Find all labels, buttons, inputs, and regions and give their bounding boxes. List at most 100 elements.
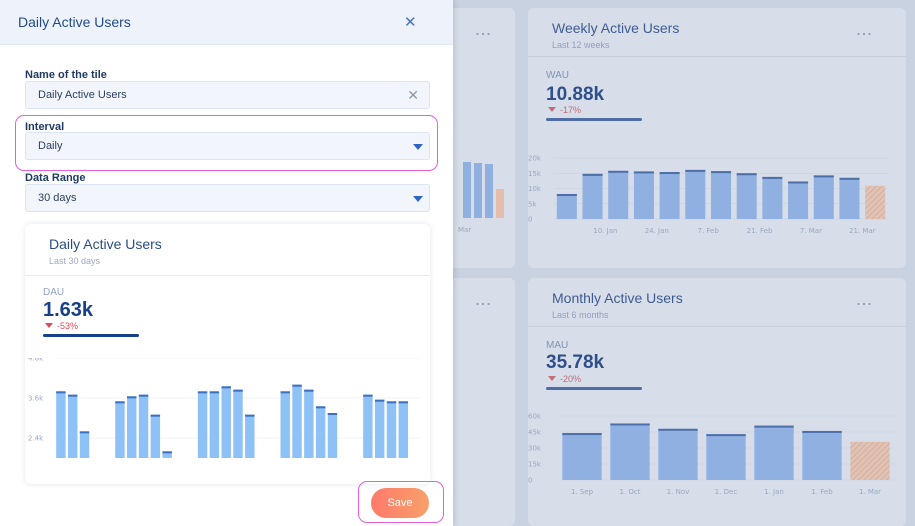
trend-down-icon (45, 323, 53, 328)
tile-name-input[interactable]: Daily Active Users ✕ (25, 81, 430, 109)
bar[interactable] (556, 193, 577, 219)
close-icon[interactable]: ✕ (404, 14, 417, 31)
bar-cap (79, 431, 90, 434)
bar-cap (150, 414, 161, 417)
x-tick-label: 1. Feb (811, 488, 833, 496)
x-tick-label: 7. Mar (800, 227, 822, 235)
interval-highlight (15, 115, 438, 171)
bar[interactable] (304, 389, 314, 458)
bar[interactable] (659, 172, 680, 219)
bar[interactable] (233, 389, 243, 458)
more-menu-icon[interactable]: ⋮ (474, 26, 491, 42)
x-tick-label: 1. Dec (715, 488, 738, 496)
bar-cap (162, 451, 172, 454)
bar[interactable] (762, 176, 783, 219)
more-menu-icon[interactable]: ⋮ (474, 296, 491, 312)
y-tick-label: 0 (528, 216, 532, 224)
bar[interactable] (658, 428, 698, 480)
bar-cap (138, 394, 149, 397)
bar[interactable] (79, 431, 90, 458)
bar[interactable] (736, 173, 757, 219)
more-menu-icon[interactable]: ⋮ (855, 296, 872, 312)
panel-header: Daily Active Users ✕ (0, 0, 453, 45)
bar[interactable] (209, 391, 220, 458)
monthly-active-users-card: Monthly Active Users Last 6 months ⋮ MAU… (528, 278, 906, 526)
panel-title: Daily Active Users (18, 14, 131, 30)
interval-label: Interval (25, 121, 65, 133)
clear-input-icon[interactable]: ✕ (407, 87, 419, 103)
bar[interactable] (197, 391, 208, 458)
card-subtitle: Last 12 weeks (552, 40, 610, 50)
divider (528, 326, 906, 327)
bar[interactable] (292, 384, 302, 458)
bar[interactable] (813, 175, 834, 219)
bar-cap (706, 434, 746, 437)
bar[interactable] (280, 391, 290, 458)
bar-cap (562, 433, 602, 436)
bar-cap (56, 391, 66, 394)
bar[interactable] (363, 394, 373, 458)
bar[interactable] (115, 401, 125, 458)
bar[interactable] (685, 169, 706, 219)
kpi-underline (546, 387, 642, 390)
bar-cap (292, 384, 302, 387)
bar-cap (280, 391, 290, 394)
bar[interactable] (608, 170, 629, 219)
bar-cap (127, 396, 137, 399)
bar-cap (839, 177, 860, 180)
interval-select[interactable]: Daily (25, 132, 430, 160)
hidden-card-chart: Mar (458, 162, 504, 234)
bar[interactable] (386, 401, 397, 458)
bar-cap (197, 391, 208, 394)
bar-cap (802, 430, 842, 433)
bar-cap (736, 173, 757, 176)
bar-cap (233, 389, 243, 392)
x-tick-label: 7. Feb (697, 227, 719, 235)
bar[interactable] (150, 414, 161, 458)
bar[interactable] (582, 173, 603, 219)
bar[interactable] (162, 451, 172, 458)
more-menu-icon[interactable]: ⋮ (855, 26, 872, 42)
bar-cap (633, 171, 654, 174)
bar[interactable] (67, 394, 78, 458)
card-subtitle: Last 6 months (552, 310, 609, 320)
y-tick-label: 15k (528, 461, 542, 469)
bar-cap (374, 399, 385, 402)
bar-cap (762, 176, 783, 179)
bar[interactable] (56, 391, 66, 458)
x-tick-label: 24. Jan (645, 227, 669, 235)
bar[interactable] (398, 401, 409, 458)
bar[interactable] (374, 399, 385, 458)
bar[interactable] (802, 430, 842, 480)
save-button[interactable]: Save (371, 488, 429, 518)
bar[interactable] (315, 406, 326, 458)
bar[interactable] (788, 181, 809, 219)
trend-down-icon (548, 107, 556, 112)
preview-title: Daily Active Users (49, 236, 162, 252)
bar[interactable] (710, 171, 732, 219)
kpi-label: MAU (546, 340, 569, 351)
bar[interactable] (562, 433, 602, 480)
bar[interactable] (221, 386, 231, 458)
card-title: Weekly Active Users (552, 20, 680, 36)
y-tick-label: 30k (528, 445, 542, 453)
chevron-down-icon (413, 196, 423, 202)
bar[interactable] (245, 414, 255, 458)
bar[interactable] (327, 413, 338, 458)
bar[interactable] (610, 423, 650, 480)
bar[interactable] (706, 434, 746, 480)
bar-partial[interactable] (865, 185, 886, 219)
bar-partial[interactable] (850, 441, 890, 480)
bar[interactable] (633, 171, 654, 219)
bar[interactable] (839, 177, 860, 219)
trend-down-icon (548, 376, 556, 381)
data-range-select[interactable]: 30 days (25, 184, 430, 212)
divider (528, 56, 906, 57)
bar-cap (659, 172, 680, 175)
bar-cap (788, 181, 809, 184)
bar[interactable] (138, 394, 149, 458)
bar[interactable] (127, 396, 137, 458)
kpi-underline (546, 118, 642, 121)
bar[interactable] (754, 425, 794, 480)
